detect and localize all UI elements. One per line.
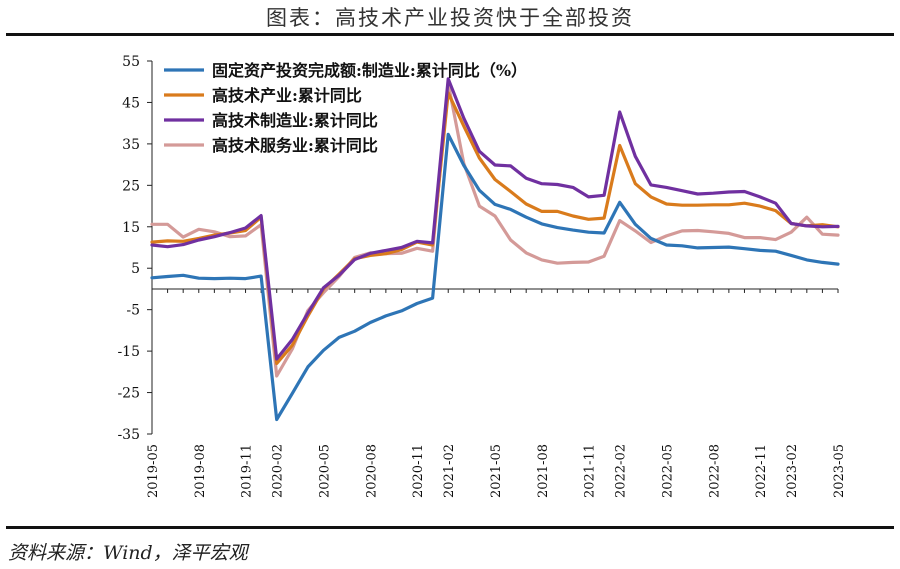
y-tick-label: 55 bbox=[122, 54, 140, 70]
x-tick-label: 2019-08 bbox=[193, 444, 208, 498]
y-tick-label: 5 bbox=[131, 261, 140, 277]
y-tick-label: -15 bbox=[117, 344, 140, 360]
x-tick-label: 2022-05 bbox=[661, 444, 676, 498]
legend-label: 高技术产业:累计同比 bbox=[212, 86, 362, 105]
top-rule bbox=[6, 33, 894, 36]
legend-label: 高技术制造业:累计同比 bbox=[212, 111, 378, 130]
bottom-rule bbox=[6, 526, 894, 529]
series-line bbox=[150, 132, 840, 422]
series-lines bbox=[150, 77, 840, 422]
x-tick-label: 2022-08 bbox=[707, 444, 722, 498]
y-tick-label: 35 bbox=[122, 137, 140, 153]
x-tick-label: 2022-11 bbox=[754, 444, 769, 498]
y-tick-label: -25 bbox=[117, 386, 140, 402]
x-tick-label: 2019-11 bbox=[240, 444, 255, 498]
source-note: 资料来源：Wind，泽平宏观 bbox=[8, 542, 248, 564]
x-tick-label: 2021-02 bbox=[442, 444, 457, 498]
y-tick-label: 15 bbox=[122, 220, 140, 236]
x-tick-label: 2021-11 bbox=[583, 444, 598, 498]
series-line bbox=[150, 77, 840, 361]
x-tick-label: 2020-02 bbox=[271, 444, 286, 498]
x-tick-label: 2023-05 bbox=[832, 444, 847, 498]
y-tick-label: 45 bbox=[122, 95, 140, 111]
x-tick-label: 2020-05 bbox=[318, 444, 333, 498]
x-tick-label: 2023-02 bbox=[785, 444, 800, 498]
y-tick-label: -35 bbox=[117, 427, 140, 443]
legend-label: 固定资产投资完成额:制造业:累计同比（%） bbox=[212, 61, 527, 80]
chart-title: 图表：高技术产业投资快于全部投资 bbox=[266, 6, 634, 30]
y-tick-label: 25 bbox=[122, 178, 140, 194]
x-tick-label: 2019-05 bbox=[146, 444, 161, 498]
axes: 55 45 35 25 15 5 -5 -15 -25 -35 2019-05 2019-08 2019… bbox=[117, 54, 847, 498]
x-tick-label: 2021-08 bbox=[536, 444, 551, 498]
x-tick-label: 2020-11 bbox=[411, 444, 426, 498]
x-tick-label: 2021-05 bbox=[489, 444, 504, 498]
x-tick-label: 2020-08 bbox=[364, 444, 379, 498]
x-tick-label: 2022-02 bbox=[614, 444, 629, 498]
legend: 固定资产投资完成额:制造业:累计同比（%） 高技术产业:累计同比高技术制造业:累计… bbox=[164, 61, 527, 155]
legend-label: 高技术服务业:累计同比 bbox=[212, 136, 378, 155]
y-tick-label: -5 bbox=[126, 303, 140, 319]
